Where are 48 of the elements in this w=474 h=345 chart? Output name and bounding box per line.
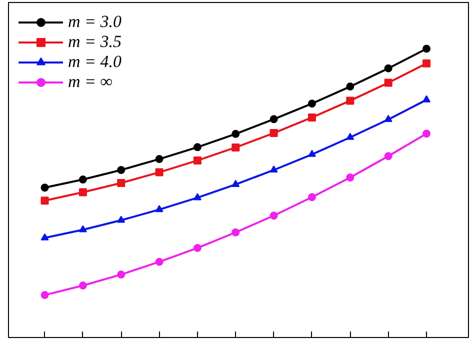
point [40, 184, 49, 192]
point [155, 258, 164, 266]
point [232, 143, 240, 152]
point [346, 82, 354, 91]
point [232, 228, 240, 236]
point [78, 188, 87, 196]
point [78, 176, 87, 184]
point [193, 244, 202, 252]
point [40, 233, 49, 240]
point [384, 64, 392, 72]
point [346, 174, 354, 182]
point [78, 282, 87, 290]
point [422, 130, 431, 138]
point [270, 212, 278, 220]
point [384, 152, 392, 160]
point [155, 168, 164, 176]
point [78, 225, 87, 232]
point [117, 270, 126, 279]
point [193, 156, 202, 164]
legend-label: m = 3.5 [68, 32, 122, 52]
point [155, 155, 164, 164]
point [40, 196, 49, 205]
point [384, 78, 392, 87]
point [155, 205, 164, 212]
point [40, 291, 49, 300]
point [232, 180, 240, 187]
point [308, 100, 316, 108]
point [117, 178, 126, 187]
legend-label: m = ∞ [68, 72, 112, 92]
point [117, 216, 126, 223]
legend-label: m = 4.0 [68, 52, 122, 72]
point [346, 96, 354, 105]
point [422, 59, 431, 68]
legend-label: m = 3.0 [68, 12, 122, 32]
point [193, 193, 202, 200]
point [384, 114, 392, 122]
point [117, 166, 126, 174]
point [308, 150, 316, 157]
point [193, 143, 202, 152]
point [270, 129, 278, 138]
point [270, 165, 278, 173]
point [270, 115, 278, 124]
point [308, 113, 316, 122]
point [422, 44, 431, 53]
point [308, 193, 316, 202]
point [422, 95, 431, 102]
point [346, 132, 354, 140]
point [232, 130, 240, 138]
